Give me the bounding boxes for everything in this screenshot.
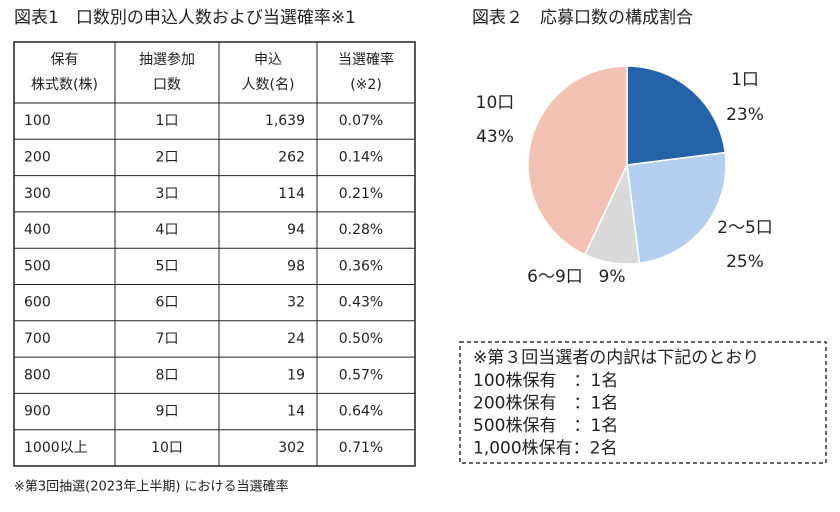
table-cell: 600 xyxy=(24,295,51,311)
table-cell: 1,639 xyxy=(265,113,305,129)
header-cell: 保有 xyxy=(51,52,79,68)
table-cell: 3口 xyxy=(156,186,179,202)
table-cell: 6口 xyxy=(156,295,179,311)
table-cell: 19 xyxy=(287,367,305,383)
header-cell: 口数 xyxy=(153,77,181,93)
slice-value-label: 9% xyxy=(599,267,626,287)
pie-slice xyxy=(527,65,628,256)
header-cell: 株式数(株) xyxy=(31,77,98,93)
table-cell: 2口 xyxy=(156,149,179,165)
pie-slice xyxy=(626,151,727,265)
table-cell: 0.71% xyxy=(339,440,383,456)
note-box xyxy=(459,341,827,464)
table-title: 図表1 口数別の申込人数および当選確率※1 xyxy=(14,8,356,28)
pie-slice xyxy=(626,65,727,166)
table-cell: 0.57% xyxy=(339,367,383,383)
table-cell: 8口 xyxy=(156,367,179,383)
header-cell: 当選確率 xyxy=(338,51,394,68)
note-line: 200株保有 ：1名 xyxy=(473,394,618,414)
table-cell: 700 xyxy=(24,331,51,347)
note-line: 500株保有 ：1名 xyxy=(473,416,618,436)
table-cell: 0.64% xyxy=(339,404,383,420)
table-cell: 0.14% xyxy=(339,149,383,165)
table-cell: 200 xyxy=(24,149,51,165)
table-cell: 14 xyxy=(287,404,305,420)
table-cell: 7口 xyxy=(156,331,179,347)
slice-category-label: 10口 xyxy=(476,93,515,113)
table-cell: 94 xyxy=(287,222,305,238)
table-cell: 302 xyxy=(278,440,305,456)
table-cell: 10口 xyxy=(151,440,183,456)
pie-chart: 1口 23% 2～5口 25% 6～9口 9% 10口 43% xyxy=(476,65,773,287)
slice-category-label: 1口 xyxy=(731,70,759,90)
table-cell: 24 xyxy=(287,331,305,347)
table-cell: 1口 xyxy=(156,113,179,129)
header-cell: 抽選参加 xyxy=(139,51,195,68)
table-cell: 100 xyxy=(24,113,51,129)
note: ※第３回当選者の内訳は下記のとおり 100株保有 ：1名 200株保有 ：1名500… xyxy=(473,348,759,459)
table-cell: 0.07% xyxy=(339,113,383,129)
table-cell: 0.50% xyxy=(339,331,383,347)
chart-title: 図表２ 応募口数の構成割合 xyxy=(472,8,693,28)
table-cell: 0.21% xyxy=(339,186,383,202)
table-cell: 800 xyxy=(24,367,51,383)
table-footnote: ※第3回抽選(2023年上半期) における当選確率 xyxy=(14,479,289,495)
note-line: 100株保有 ：1名 xyxy=(473,371,618,391)
table-cell: 0.36% xyxy=(339,258,383,274)
table-border xyxy=(13,41,416,467)
table-cell: 262 xyxy=(278,149,305,165)
header-cell: 申込 xyxy=(254,52,282,68)
table-cell: 0.43% xyxy=(339,295,383,311)
table-cell: 4口 xyxy=(156,222,179,238)
header-cell: (※2) xyxy=(350,77,382,93)
note-line: 1,000株保有：2名 xyxy=(473,439,617,459)
table-cell: 900 xyxy=(24,404,51,420)
table-cell: 32 xyxy=(287,295,305,311)
table-cell: 114 xyxy=(278,186,305,202)
header-cell: 人数(名) xyxy=(242,77,295,93)
table-cell: 0.28% xyxy=(339,222,383,238)
table-cell: 9口 xyxy=(156,404,179,420)
table-cell: 1000以上 xyxy=(24,440,88,456)
slice-value-label: 43% xyxy=(476,127,514,147)
slice-category-label: 2～5口 xyxy=(717,218,773,238)
table-cell: 98 xyxy=(287,258,305,274)
slice-category-label: 6～9口 xyxy=(527,267,583,287)
table-cell: 400 xyxy=(24,222,51,238)
slice-value-label: 25% xyxy=(726,252,764,272)
table-cell: 300 xyxy=(24,186,51,202)
slice-value-label: 23% xyxy=(726,105,764,125)
table-cell: 500 xyxy=(24,258,51,274)
table-cell: 5口 xyxy=(156,258,179,274)
note-title: ※第３回当選者の内訳は下記のとおり xyxy=(473,348,759,368)
